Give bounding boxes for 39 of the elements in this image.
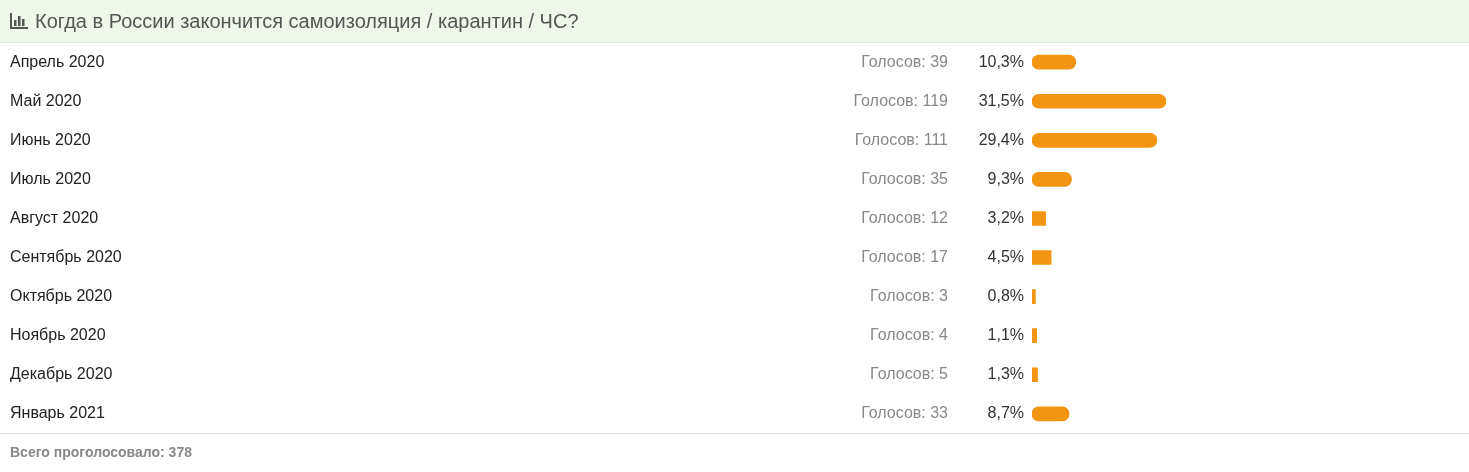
y-tick-label: Декабрь 2020 xyxy=(10,365,113,383)
y-tick-label: Апрель 2020 xyxy=(10,52,105,70)
data-label: 1,1% xyxy=(987,326,1024,344)
bar xyxy=(1032,211,1046,226)
y-tick-label: Июнь 2020 xyxy=(10,130,91,148)
y-tick-label: Сентябрь 2020 xyxy=(10,247,122,265)
data-label: 9,3% xyxy=(987,169,1024,187)
bar xyxy=(1032,289,1036,304)
y-tick-label: Октябрь 2020 xyxy=(10,287,113,305)
text: Голосов: 4 xyxy=(870,326,949,344)
text: Голосов: 35 xyxy=(861,169,949,187)
bar xyxy=(1032,328,1038,344)
y-tick-label: Январь 2021 xyxy=(10,404,105,422)
y-tick-label: Май 2020 xyxy=(10,91,82,109)
text: Когда в России закончится самоизоляция / карантин / ЧС? xyxy=(35,9,579,33)
text: Голосов: 17 xyxy=(861,247,949,265)
data-label: 3,2% xyxy=(987,208,1024,226)
bar xyxy=(1032,132,1158,148)
text: Голосов: 33 xyxy=(861,404,949,422)
data-label: 0,8% xyxy=(987,287,1024,305)
bar xyxy=(1032,93,1166,109)
data-label: 31,5% xyxy=(978,91,1024,109)
data-label: 10,3% xyxy=(978,52,1024,70)
data-label: 29,4% xyxy=(978,130,1024,148)
y-tick-label: Ноябрь 2020 xyxy=(10,326,106,344)
data-label: 8,7% xyxy=(987,404,1024,422)
text: Голосов: 111 xyxy=(854,130,949,148)
text: Голосов: 39 xyxy=(861,52,949,70)
text: Голосов: 3 xyxy=(870,287,949,305)
y-tick-label: Июль 2020 xyxy=(10,169,91,187)
data-label: 1,3% xyxy=(987,365,1024,383)
text: Всего проголосовало: 378 xyxy=(10,444,193,460)
data-label: 4,5% xyxy=(987,247,1024,265)
text: Голосов: 119 xyxy=(853,91,949,109)
y-tick-label: Август 2020 xyxy=(10,208,99,226)
text: Голосов: 12 xyxy=(861,208,949,226)
bar xyxy=(1032,250,1052,265)
text: Голосов: 5 xyxy=(870,365,949,383)
bar xyxy=(1032,367,1038,383)
